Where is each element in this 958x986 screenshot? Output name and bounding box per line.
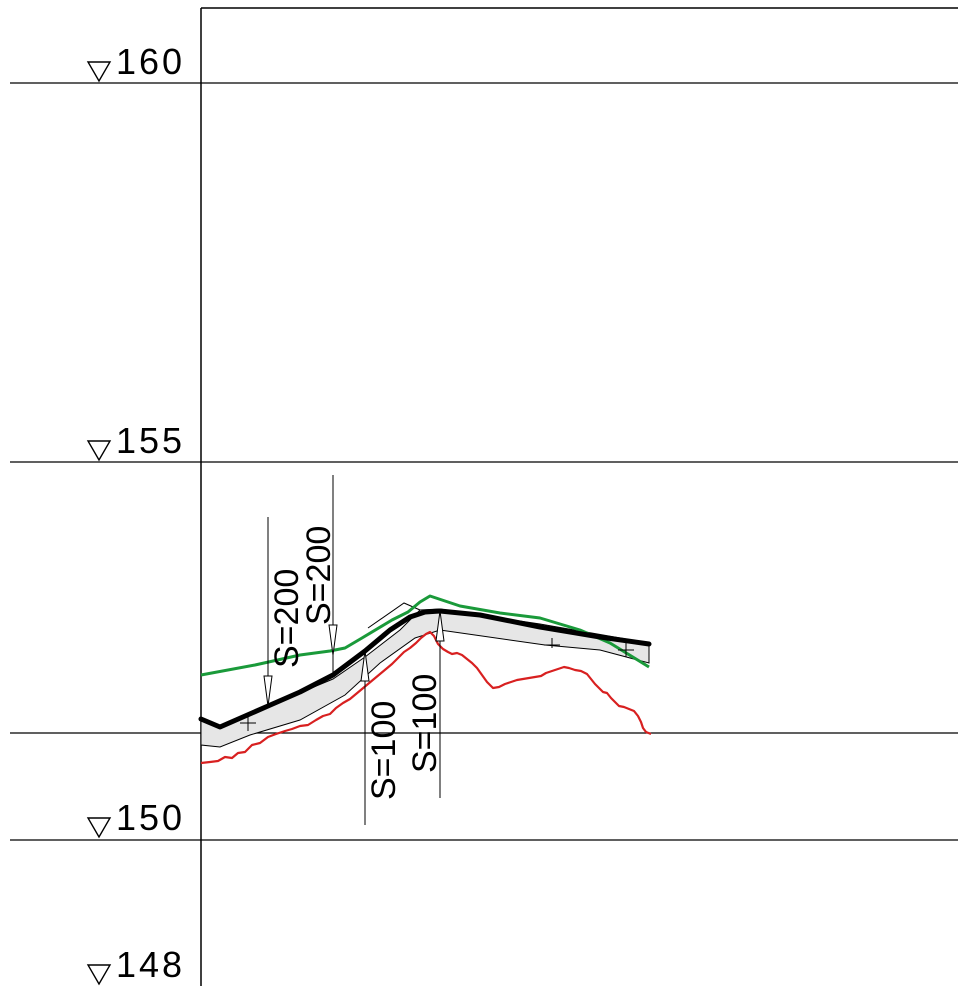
curve-annotation-s100-1: S=100 [360, 650, 403, 825]
elevation-label: 155 [116, 420, 185, 461]
green-profile-line [200, 594, 650, 677]
curve-label: S=200 [300, 526, 338, 625]
arrow-up-icon [435, 610, 445, 642]
curve-label: S=200 [268, 569, 306, 668]
cross-mark [240, 716, 256, 731]
elevation-triangle-icon [86, 61, 112, 83]
elevation-label: 160 [116, 41, 185, 82]
elevation-label: 150 [116, 797, 185, 838]
curve-label: S=100 [406, 674, 444, 773]
arrow-down-icon [263, 675, 273, 707]
elevation-triangle-icon [86, 440, 112, 462]
cross-mark [544, 638, 560, 648]
curve-annotation-s200-2: S=200 [300, 475, 338, 675]
elevation-marker-160: 160 [86, 41, 185, 83]
curve-label: S=100 [365, 701, 403, 800]
curve-annotation-s200-1: S=200 [263, 517, 306, 707]
arrow-up-icon [360, 650, 370, 682]
elevation-triangle-icon [86, 817, 112, 839]
elevation-triangle-icon [86, 964, 112, 986]
design-grade-line [198, 608, 652, 730]
elevation-marker-155: 155 [86, 420, 185, 462]
section-band [200, 608, 650, 748]
existing-ground-line [200, 630, 652, 765]
elevation-label: 148 [116, 944, 185, 985]
elevation-marker-150: 150 [86, 797, 185, 839]
curve-annotation-s100-2: S=100 [406, 610, 445, 798]
elevation-marker-148: 148 [86, 944, 185, 986]
arrow-down-icon [328, 624, 338, 656]
cross-mark [618, 643, 634, 657]
